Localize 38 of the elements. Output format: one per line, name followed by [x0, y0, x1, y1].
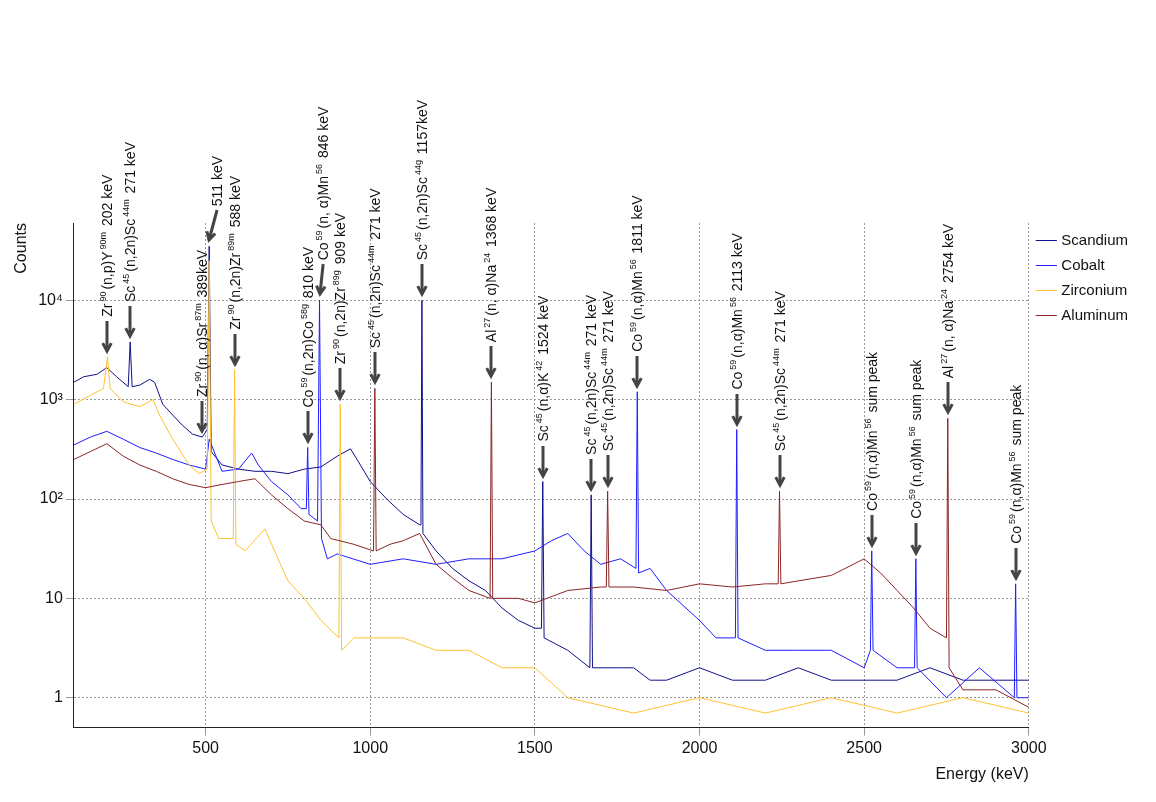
annotation: Co59(n,α)Mn56 sum peak: [906, 358, 924, 519]
annotation: Sc45(n,2n)Sc44g 1157keV: [412, 99, 430, 261]
annotation: Co59(n,α)Mn56 sum peak: [862, 350, 880, 511]
y-axis-title: Counts: [12, 223, 30, 274]
annotation: 511 keV: [209, 155, 226, 207]
x-tick-label: 1500: [517, 738, 553, 756]
x-tick-label: 500: [192, 738, 220, 756]
legend-label: Zirconium: [1061, 280, 1128, 298]
x-tick-label: 2000: [681, 738, 718, 756]
y-tick-label: 1: [53, 688, 63, 706]
legend-label: Cobalt: [1061, 255, 1106, 273]
annotation: Al27(n, α)Na24 2754 keV: [938, 223, 956, 379]
annotation: Zr90(n, α)Sr87m 389keV: [193, 249, 211, 398]
annotation: Sc45(n,2n)Sc44m 271 keV: [598, 290, 616, 452]
y-tick-label: 10⁴: [38, 290, 63, 308]
y-tick-label: 10: [45, 588, 63, 606]
annotation: Zr90(n,p)Y90m 202 keV: [98, 174, 116, 317]
legend-label: Scandium: [1061, 230, 1128, 248]
annotation: Co59(n,2n)Co58g 810 keV: [298, 246, 316, 408]
x-tick-label: 1000: [352, 738, 389, 756]
legend-label: Aluminum: [1061, 305, 1128, 323]
annotation: Zr90(n,2n)Zr89g 909 keV: [331, 212, 349, 365]
x-axis-title: Energy (keV): [935, 764, 1029, 782]
annotation: Co59(n,α)Mn56 sum peak: [1006, 383, 1024, 544]
annotation: Co59(n, α)Mn56 846 keV: [313, 106, 331, 261]
annotation: Sc45(n,2n)Sc44m 271 keV: [365, 187, 383, 349]
annotation: Sc45(n,2n)Sc44m 271 keV: [770, 290, 788, 452]
annotation: Zr90(n,2n)Zr89m 588 keV: [225, 175, 243, 330]
annotation: Co59(n,α)Mn56 1811 keV: [628, 194, 646, 352]
y-tick-label: 10²: [39, 489, 64, 507]
x-tick-label: 2500: [846, 738, 883, 756]
annotation: Sc45(n,2n)Sc44m 271 keV: [582, 294, 600, 455]
annotation: Co59(n,α)Mn56 2113 keV: [727, 232, 745, 390]
annotation: Sc45(n,α)K42 1524 keV: [533, 295, 551, 442]
x-tick-label: 3000: [1011, 738, 1047, 756]
y-tick-label: 10³: [39, 390, 64, 408]
annotation: Sc45(n,2n)Sc44m 271 keV: [121, 141, 139, 303]
annotation: Al27(n, α)Na24 1368 keV: [482, 187, 500, 343]
